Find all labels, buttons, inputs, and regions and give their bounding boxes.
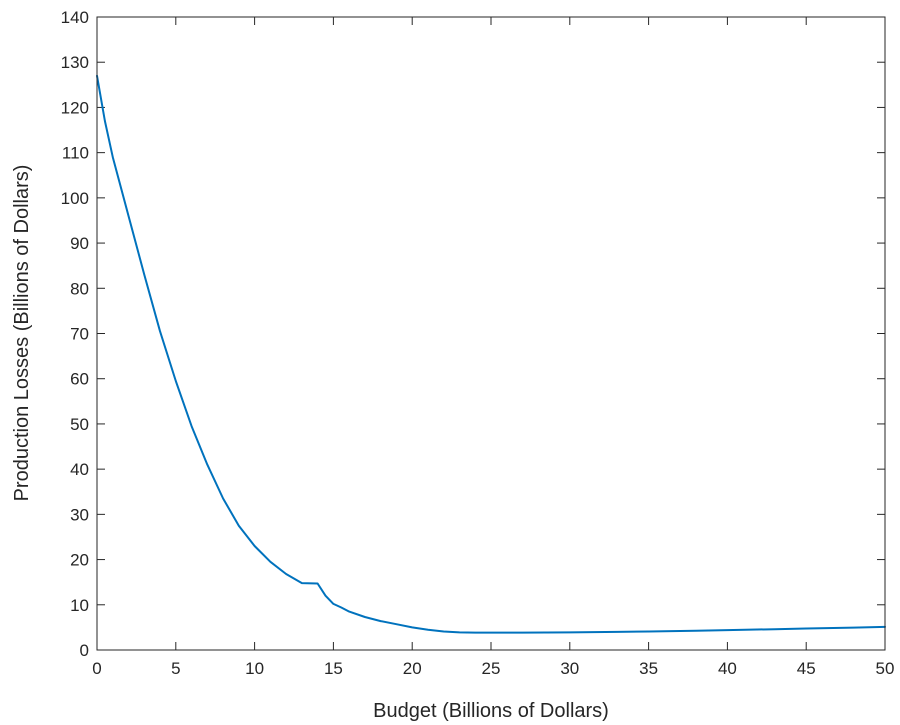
y-tick-label: 60 [70, 370, 89, 389]
y-tick-label: 30 [70, 505, 89, 524]
x-tick-label: 25 [482, 659, 501, 678]
y-tick-label: 0 [80, 641, 89, 660]
y-tick-label: 80 [70, 279, 89, 298]
x-tick-label: 40 [718, 659, 737, 678]
y-tick-label: 70 [70, 325, 89, 344]
series-lines [96, 74, 886, 634]
x-tick-label: 10 [245, 659, 264, 678]
y-tick-label: 40 [70, 460, 89, 479]
x-tick-label: 45 [797, 659, 816, 678]
x-tick-label: 50 [876, 659, 895, 678]
y-axis-ticks: 0 10 20 30 40 50 60 70 80 90 100 110 120 130 140 [61, 8, 885, 660]
x-tick-label: 30 [560, 659, 579, 678]
y-tick-label: 90 [70, 234, 89, 253]
x-axis-ticks: 0 5 10 15 20 25 30 35 40 45 50 [92, 17, 894, 678]
x-tick-label: 5 [171, 659, 180, 678]
y-axis-title: Production Losses (Billions of Dollars) [11, 165, 33, 502]
y-tick-label: 130 [61, 53, 89, 72]
plot-area-background [97, 17, 885, 650]
x-tick-label: 0 [92, 659, 101, 678]
y-tick-label: 10 [70, 596, 89, 615]
series-line [96, 74, 886, 634]
y-tick-label: 110 [62, 144, 89, 163]
x-tick-label: 35 [639, 659, 658, 678]
x-axis-title: Budget (Billions of Dollars) [373, 700, 609, 722]
y-tick-label: 120 [61, 98, 89, 117]
y-tick-label: 100 [61, 189, 89, 208]
axes-box [96, 16, 886, 651]
x-tick-label: 15 [324, 659, 343, 678]
y-tick-label: 50 [70, 415, 89, 434]
y-tick-label: 20 [70, 551, 89, 570]
x-tick-label: 20 [403, 659, 422, 678]
y-tick-label: 140 [61, 8, 89, 27]
